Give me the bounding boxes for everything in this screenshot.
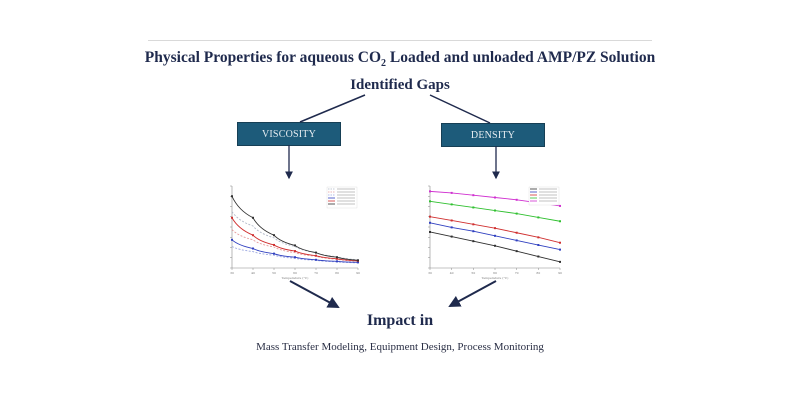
svg-text:80: 80	[536, 271, 540, 275]
arrow-density-to-impact	[448, 280, 497, 307]
top-divider	[148, 40, 652, 41]
svg-text:80: 80	[335, 271, 339, 275]
svg-text:90: 90	[558, 271, 562, 275]
svg-text:50: 50	[471, 271, 475, 275]
svg-text:40: 40	[450, 271, 454, 275]
density-chart: 30 40 50 60 70 80 90 Temperature (°C)	[418, 180, 566, 280]
density-box: DENSITY	[441, 123, 545, 147]
title-suffix: Loaded and unloaded AMP/PZ Solution	[386, 49, 656, 66]
svg-text:60: 60	[493, 271, 497, 275]
svg-text:30: 30	[230, 271, 234, 275]
svg-text:40: 40	[251, 271, 255, 275]
connector-to-viscosity	[299, 94, 366, 123]
svg-text:90: 90	[356, 271, 360, 275]
svg-text:60: 60	[293, 271, 297, 275]
svg-text:30: 30	[428, 271, 432, 275]
impact-heading: Impact in	[366, 312, 434, 329]
arrow-viscosity-to-impact	[289, 280, 340, 308]
page-title: Physical Properties for aqueous CO2 Load…	[0, 49, 800, 69]
svg-text:50: 50	[272, 271, 276, 275]
svg-text:70: 70	[314, 271, 318, 275]
viscosity-plot: 30 40 50 60 70 80 90 Temperature (°C)	[230, 185, 360, 280]
svg-text:70: 70	[515, 271, 519, 275]
title-prefix: Physical Properties for aqueous CO	[144, 49, 382, 66]
title-subscript: 2	[381, 58, 387, 70]
impact-items: Mass Transfer Modeling, Equipment Design…	[256, 341, 544, 353]
viscosity-chart: 30 40 50 60 70 80 90 Temperature (°C)	[222, 180, 364, 280]
density-plot: 30 40 50 60 70 80 90 Temperature (°C)	[428, 185, 562, 280]
svg-text:Temperature (°C): Temperature (°C)	[482, 276, 509, 280]
viscosity-box: VISCOSITY	[237, 122, 341, 146]
connector-to-density	[429, 94, 491, 124]
svg-text:Temperature (°C): Temperature (°C)	[282, 276, 309, 280]
identified-gaps-heading: Identified Gaps	[350, 77, 450, 93]
